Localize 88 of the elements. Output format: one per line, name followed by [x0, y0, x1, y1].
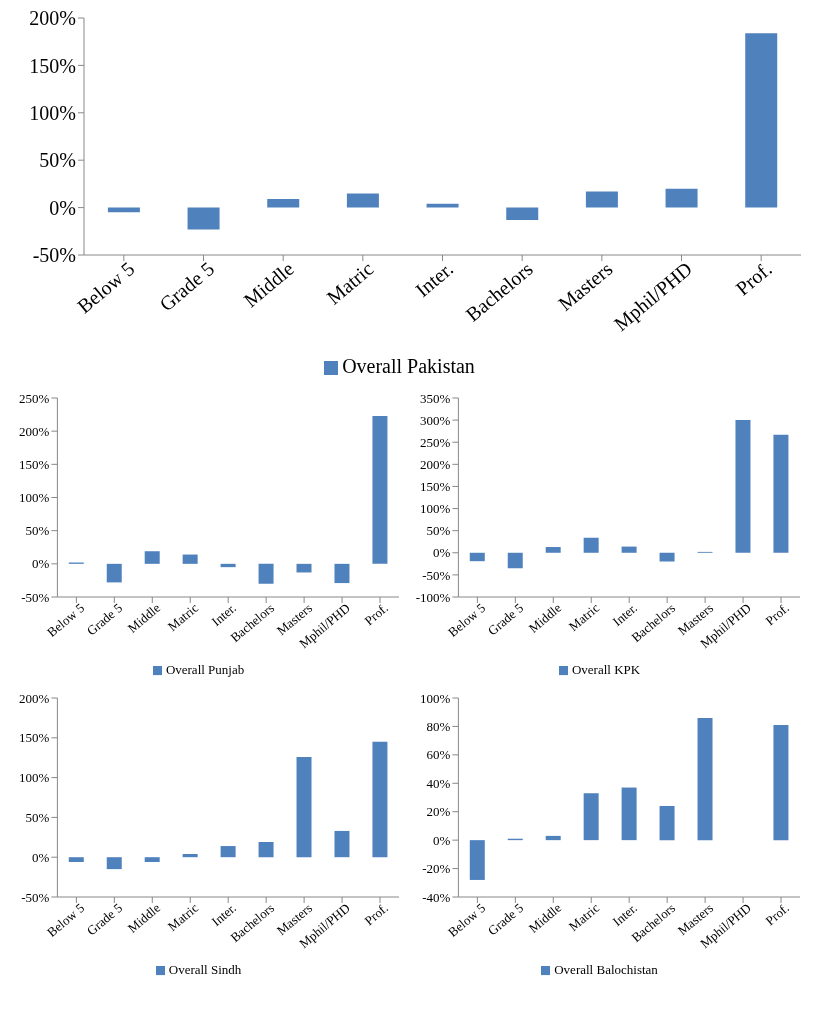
y-tick-label: 300%: [420, 412, 451, 428]
bar: [106, 563, 122, 583]
y-tick-label: 0%: [32, 849, 50, 865]
y-tick-label: 0%: [433, 832, 451, 848]
y-tick-label: -50%: [21, 889, 50, 905]
y-tick-label: 20%: [426, 804, 451, 820]
y-tick-label: -20%: [422, 861, 451, 877]
bar: [220, 563, 236, 568]
bar: [144, 857, 160, 862]
bar: [346, 193, 379, 208]
y-tick-label: 150%: [19, 456, 50, 472]
y-tick-label: 200%: [420, 456, 451, 472]
bar: [469, 840, 485, 880]
bar: [182, 554, 198, 564]
bar: [545, 547, 561, 553]
y-tick-label: 250%: [420, 434, 451, 450]
bar: [267, 199, 300, 208]
bar: [735, 420, 751, 553]
y-tick-label: 100%: [19, 770, 50, 786]
bar: [426, 203, 459, 208]
y-tick-label: 150%: [420, 479, 451, 495]
bar: [585, 191, 618, 208]
x-tick-label: Inter.: [411, 257, 458, 301]
y-tick-label: 50%: [39, 149, 76, 172]
y-tick-label: 100%: [19, 490, 50, 506]
y-tick-label: 100%: [420, 690, 451, 706]
bar: [106, 857, 122, 870]
bar: [621, 546, 637, 553]
bar: [773, 725, 789, 841]
y-tick-label: -50%: [32, 244, 76, 267]
y-tick-label: -50%: [422, 567, 451, 583]
bar: [220, 846, 236, 858]
bar: [144, 551, 160, 564]
y-tick-label: 50%: [426, 523, 451, 539]
legend-label: Overall Pakistan: [342, 355, 475, 377]
y-tick-label: -50%: [21, 589, 50, 605]
y-tick-label: 80%: [426, 719, 451, 735]
x-tick-label: Prof.: [762, 600, 792, 629]
legend-label: Overall Balochistan: [554, 962, 658, 977]
bar: [697, 717, 713, 841]
y-tick-label: 350%: [420, 390, 451, 406]
y-tick-label: 200%: [29, 7, 76, 30]
bar: [258, 842, 274, 858]
bar: [372, 741, 388, 858]
y-tick-label: 0%: [49, 196, 76, 219]
x-tick-label: Prof.: [731, 257, 776, 300]
y-tick-label: 100%: [29, 101, 76, 124]
legend-label: Overall Punjab: [165, 662, 245, 677]
bar: [68, 857, 84, 862]
bar: [187, 207, 220, 230]
y-tick-label: 250%: [19, 390, 50, 406]
y-tick-label: 150%: [29, 54, 76, 77]
bar: [296, 563, 312, 573]
bar: [545, 835, 561, 841]
bar: [334, 830, 350, 858]
x-tick-label: Prof.: [762, 900, 792, 929]
legend-label: Overall KPK: [571, 662, 641, 677]
bar: [507, 552, 523, 569]
y-tick-label: 0%: [433, 545, 451, 561]
bar: [659, 552, 675, 562]
y-tick-label: 50%: [25, 810, 50, 826]
y-tick-label: 150%: [19, 730, 50, 746]
bar: [621, 787, 637, 841]
y-tick-label: 40%: [426, 775, 451, 791]
bar: [583, 537, 599, 553]
bar: [182, 854, 198, 858]
x-tick-label: Prof.: [361, 600, 391, 629]
bar: [334, 563, 350, 584]
bar: [659, 806, 675, 841]
bar: [372, 415, 388, 564]
y-tick-label: 50%: [25, 523, 50, 539]
bar: [665, 188, 698, 208]
y-tick-label: 60%: [426, 747, 451, 763]
y-tick-label: 200%: [19, 423, 50, 439]
y-tick-label: -40%: [422, 889, 451, 905]
y-tick-label: 100%: [420, 501, 451, 517]
y-tick-label: 200%: [19, 690, 50, 706]
bar: [583, 793, 599, 841]
y-tick-label: -100%: [415, 589, 451, 605]
legend-label: Overall Sindh: [168, 962, 242, 977]
bar: [296, 756, 312, 858]
x-tick-label: Prof.: [361, 900, 391, 929]
bar: [469, 552, 485, 562]
y-tick-label: 0%: [32, 556, 50, 572]
bar: [745, 33, 778, 208]
bar: [506, 207, 539, 220]
bar: [258, 563, 274, 584]
bar: [773, 434, 789, 553]
